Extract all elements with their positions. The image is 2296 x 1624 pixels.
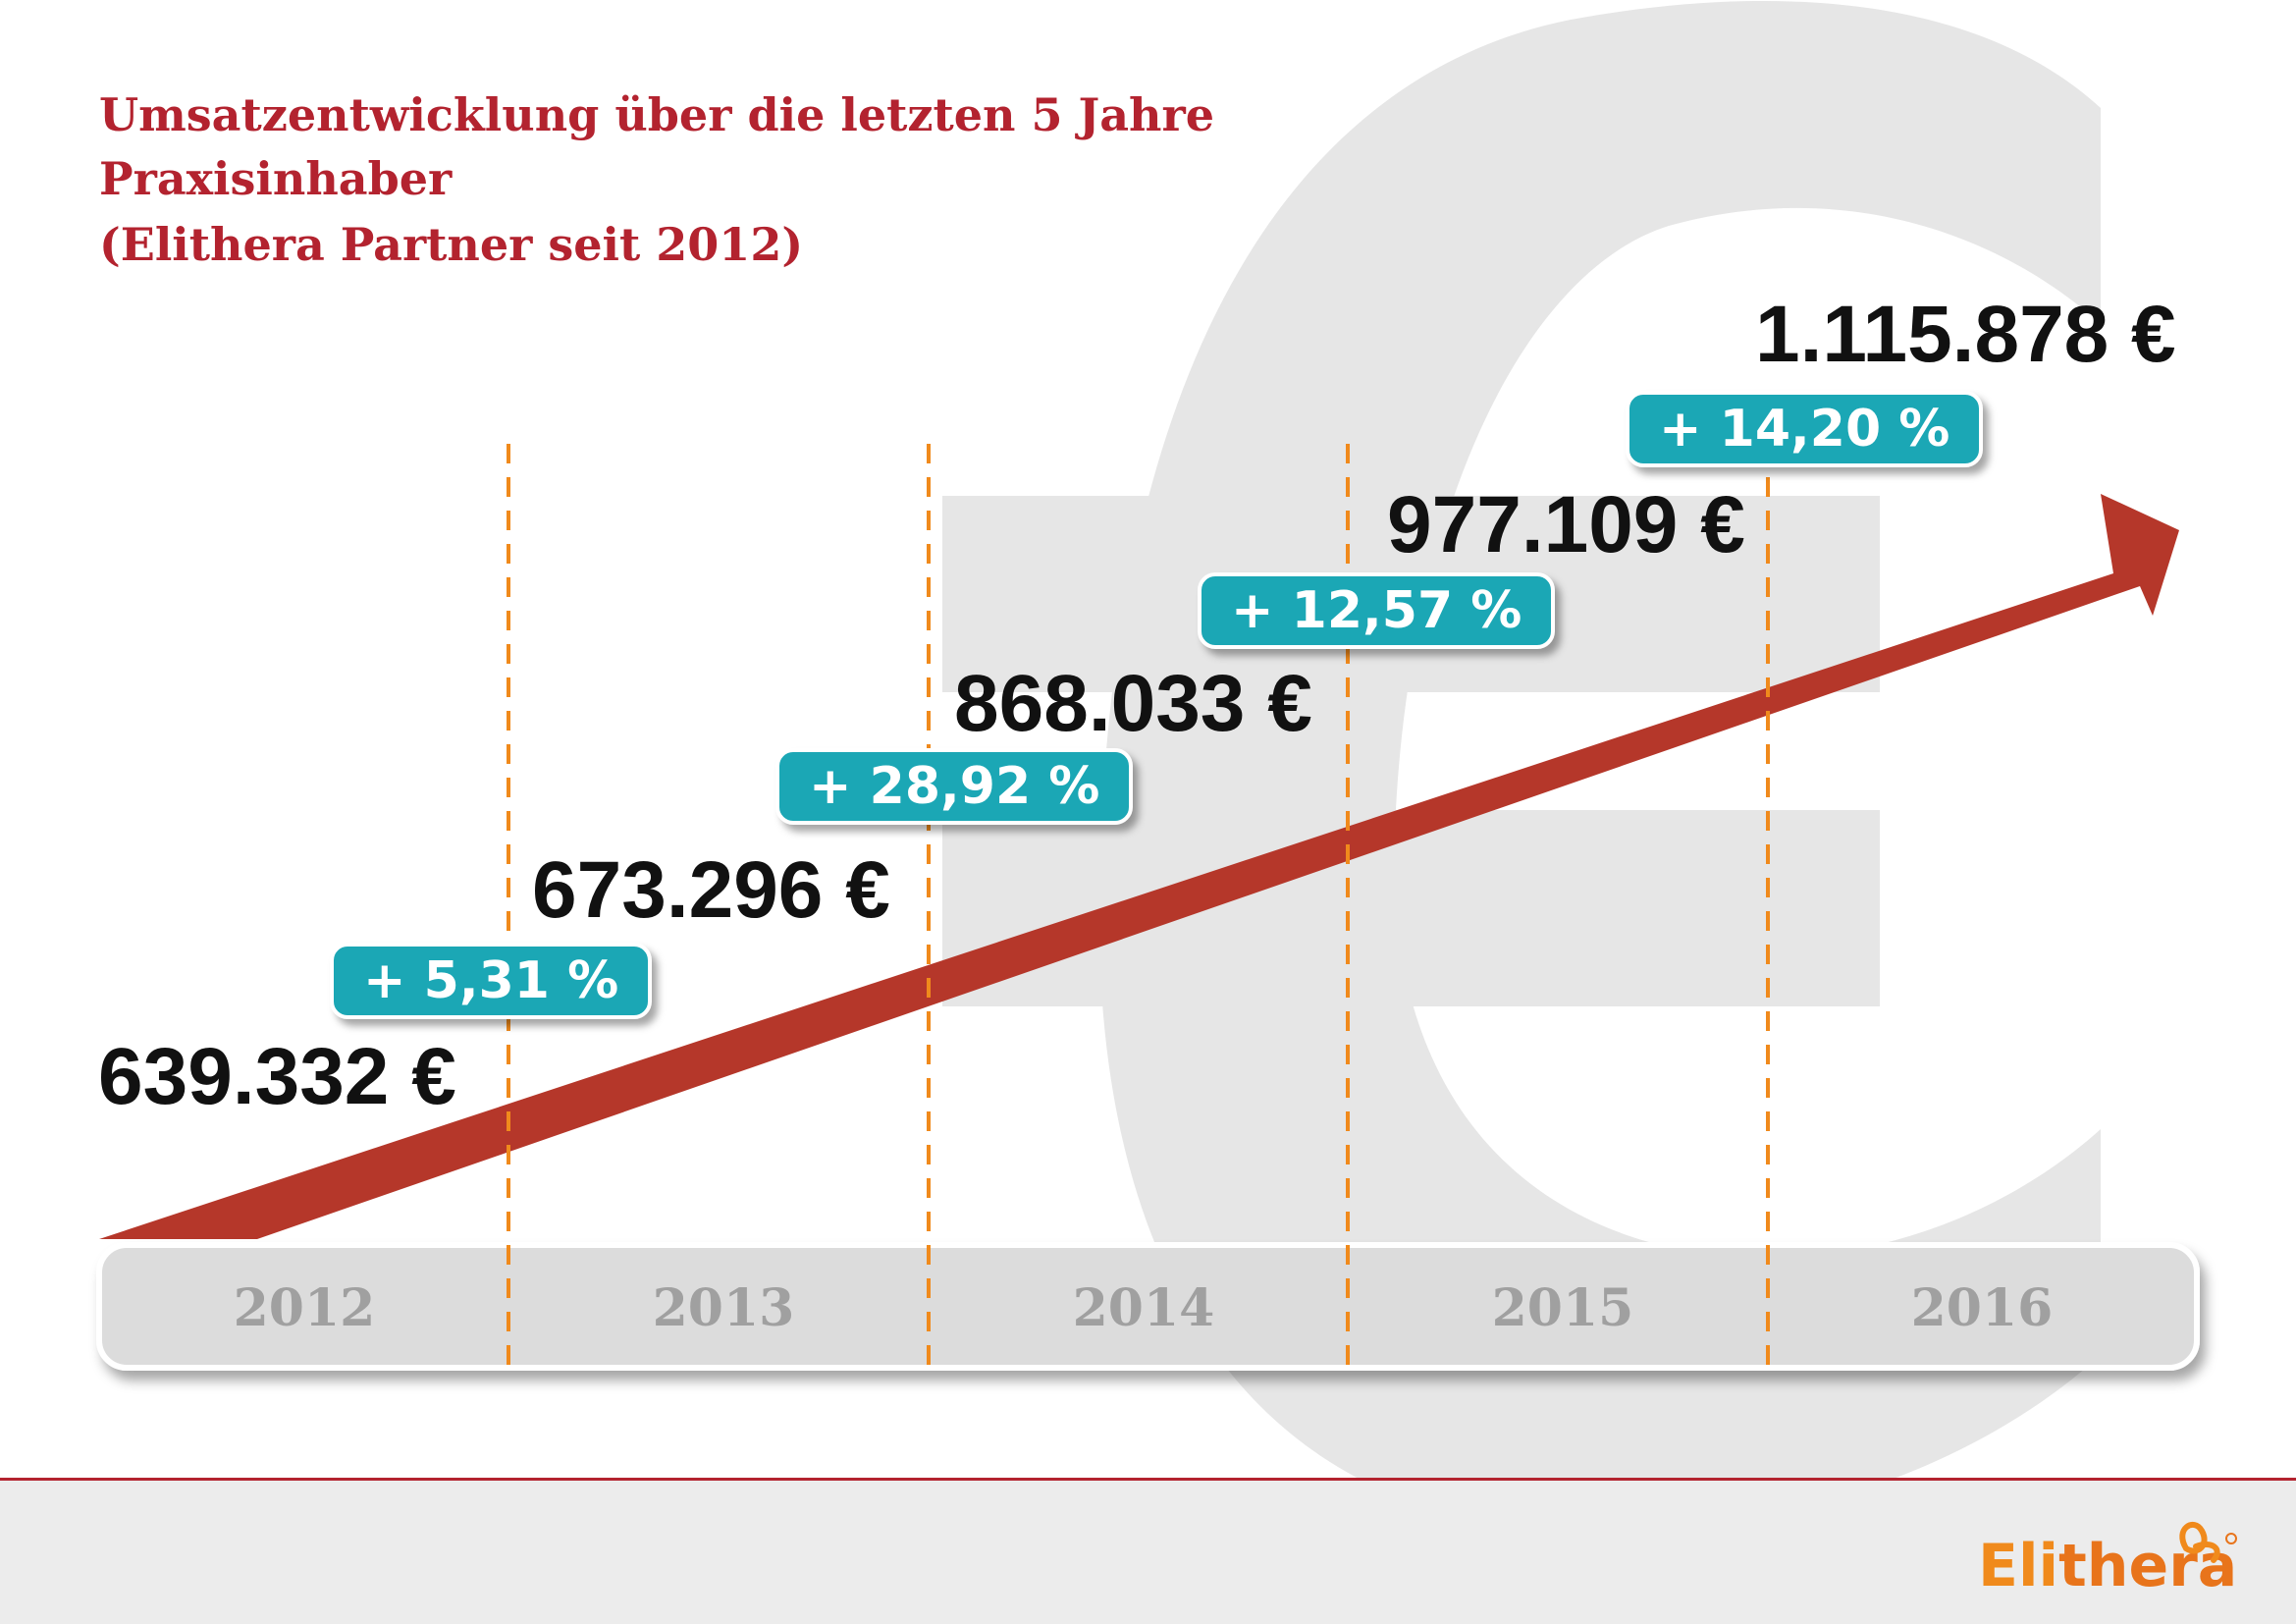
year-label-2013: 2013 <box>653 1278 795 1338</box>
year-label-2014: 2014 <box>1073 1278 1215 1338</box>
growth-badge-2014: + 28,92 % <box>775 748 1134 825</box>
value-label-2015: 977.109 € <box>1387 480 1745 569</box>
bow-ribbon-icon <box>2179 1522 2220 1563</box>
year-label-2016: 2016 <box>1911 1278 2054 1338</box>
growth-badge-2016: + 14,20 % <box>1626 391 1984 467</box>
chart-title-line-2: Praxisinhaber <box>99 152 453 205</box>
value-label-2014: 868.033 € <box>954 659 1312 748</box>
year-axis-bar <box>96 1242 2200 1371</box>
elithera-logo: Elithera <box>1978 1522 2237 1600</box>
growth-badge-2015: + 12,57 % <box>1198 572 1556 649</box>
registered-mark-icon <box>2225 1533 2237 1544</box>
chart-title-line-3: (Elithera Partner seit 2012) <box>99 218 804 271</box>
value-label-2013: 673.296 € <box>532 845 890 935</box>
growth-badge-2013: + 5,31 % <box>330 943 653 1019</box>
footer <box>0 1481 2296 1624</box>
chart-title-line-1: Umsatzentwicklung über die letzten 5 Jah… <box>99 88 1214 141</box>
footer-divider <box>0 1478 2296 1481</box>
svg-text:Elithera: Elithera <box>1978 1532 2237 1600</box>
year-label-2012: 2012 <box>234 1278 376 1338</box>
value-label-2016: 1.115.878 € <box>1755 290 2176 379</box>
growth-arrow <box>99 494 2179 1239</box>
year-label-2015: 2015 <box>1492 1278 1634 1338</box>
logo-text-eli: Eli <box>1978 1532 2058 1600</box>
value-label-2012: 639.332 € <box>98 1032 456 1121</box>
